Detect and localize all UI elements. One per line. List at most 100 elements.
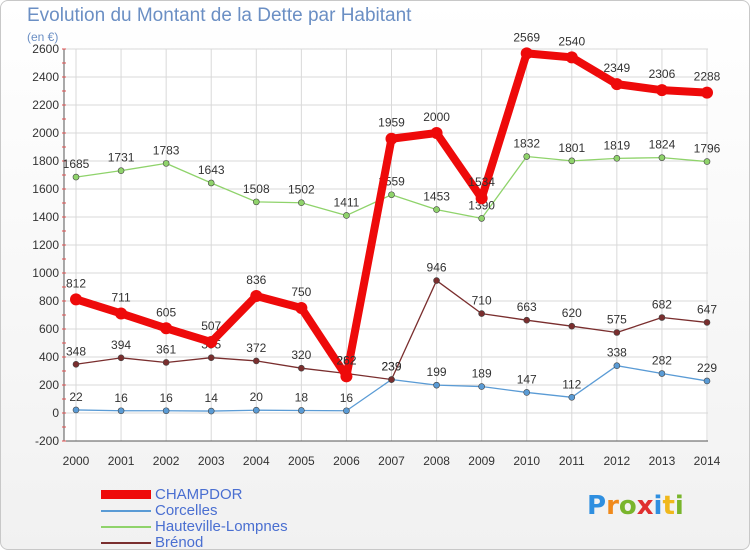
x-tick-label: 2006 xyxy=(333,454,360,468)
data-point-br-nod xyxy=(72,360,80,368)
data-point-hauteville-lompnes xyxy=(433,206,440,213)
data-label-hauteville-lompnes: 1411 xyxy=(334,195,360,209)
y-tick-label: 1600 xyxy=(32,182,59,196)
data-label-br-nod: 575 xyxy=(607,313,627,327)
y-tick-label: 1000 xyxy=(32,266,59,280)
data-point-corcelles xyxy=(298,407,305,414)
logo-letter: o xyxy=(618,491,637,521)
x-tick-label: 2010 xyxy=(513,454,540,468)
data-point-corcelles xyxy=(343,407,350,415)
logo-letter: r xyxy=(606,491,619,521)
data-point-corcelles xyxy=(478,383,485,390)
data-label-champdor: 1959 xyxy=(378,116,405,130)
data-point-champdor xyxy=(250,289,263,302)
data-label-champdor: 507 xyxy=(201,319,221,333)
data-label-champdor: 2540 xyxy=(558,34,585,48)
data-label-champdor: 2000 xyxy=(423,110,450,124)
y-tick-label: -200 xyxy=(35,434,59,448)
legend-label: Brénod xyxy=(155,534,204,550)
data-point-corcelles xyxy=(658,370,666,377)
y-tick-label: 2400 xyxy=(32,70,59,84)
data-point-br-nod xyxy=(703,319,711,326)
data-label-corcelles: 14 xyxy=(205,391,219,405)
data-point-corcelles xyxy=(252,406,260,414)
x-tick-label: 2009 xyxy=(468,454,495,468)
data-point-br-nod xyxy=(613,329,621,336)
data-point-br-nod xyxy=(298,364,305,372)
data-point-champdor xyxy=(475,192,488,205)
data-point-br-nod xyxy=(117,354,125,362)
data-point-champdor xyxy=(295,302,308,314)
data-label-corcelles: 20 xyxy=(250,390,264,404)
data-point-br-nod xyxy=(162,359,170,366)
data-point-champdor xyxy=(340,370,353,383)
legend-swatch xyxy=(101,542,151,544)
y-tick-label: 0 xyxy=(52,406,59,420)
data-point-champdor xyxy=(610,78,623,91)
x-tick-label: 2012 xyxy=(604,454,631,468)
data-label-hauteville-lompnes: 1453 xyxy=(423,190,450,204)
data-point-corcelles xyxy=(433,381,440,389)
y-tick-label: 200 xyxy=(39,378,59,392)
data-label-corcelles: 16 xyxy=(114,391,128,405)
data-point-hauteville-lompnes xyxy=(478,215,485,222)
data-label-corcelles: 229 xyxy=(697,361,717,375)
x-tick-label: 2001 xyxy=(108,454,135,468)
data-point-hauteville-lompnes xyxy=(72,173,80,181)
data-label-br-nod: 946 xyxy=(427,261,447,275)
data-label-br-nod: 682 xyxy=(652,298,672,312)
data-label-hauteville-lompnes: 1796 xyxy=(694,142,721,156)
data-point-corcelles xyxy=(703,377,711,385)
data-label-champdor: 605 xyxy=(156,305,176,319)
data-point-br-nod xyxy=(252,357,260,365)
data-label-hauteville-lompnes: 1819 xyxy=(604,138,631,152)
data-label-corcelles: 22 xyxy=(69,390,83,404)
legend-label: Corcelles xyxy=(155,502,218,519)
data-label-champdor: 2306 xyxy=(649,67,676,81)
data-label-corcelles: 199 xyxy=(427,365,447,379)
data-point-br-nod xyxy=(658,314,666,321)
data-label-br-nod: 710 xyxy=(472,294,492,308)
data-label-corcelles: 147 xyxy=(517,372,537,386)
data-point-champdor xyxy=(115,307,128,320)
data-point-hauteville-lompnes xyxy=(252,198,260,206)
x-tick-label: 2014 xyxy=(694,454,721,468)
proxiti-logo: Proxiti xyxy=(587,491,684,521)
data-label-corcelles: 16 xyxy=(340,391,354,405)
data-point-br-nod xyxy=(478,310,485,317)
data-label-champdor: 2569 xyxy=(513,30,540,44)
data-label-corcelles: 189 xyxy=(472,367,492,381)
x-tick-label: 2004 xyxy=(243,454,270,468)
y-tick-label: 600 xyxy=(39,322,59,336)
data-point-hauteville-lompnes xyxy=(568,157,576,165)
data-point-br-nod xyxy=(388,376,395,383)
y-tick-label: 400 xyxy=(39,350,59,364)
data-label-br-nod: 647 xyxy=(697,302,717,316)
data-point-hauteville-lompnes xyxy=(207,179,215,187)
data-label-hauteville-lompnes: 1508 xyxy=(243,182,270,196)
data-label-corcelles: 18 xyxy=(295,390,309,404)
data-label-br-nod: 394 xyxy=(111,338,131,352)
data-label-hauteville-lompnes: 1502 xyxy=(288,183,315,197)
y-tick-label: 1200 xyxy=(32,238,59,252)
data-point-hauteville-lompnes xyxy=(298,199,305,207)
data-point-champdor xyxy=(430,127,443,139)
data-label-corcelles: 338 xyxy=(607,346,627,360)
data-label-champdor: 262 xyxy=(336,353,356,367)
data-label-br-nod: 320 xyxy=(291,348,311,362)
logo-letter: i xyxy=(674,491,684,521)
y-tick-label: 800 xyxy=(39,294,59,308)
data-label-hauteville-lompnes: 1832 xyxy=(513,137,540,151)
data-point-hauteville-lompnes xyxy=(658,154,666,161)
data-point-hauteville-lompnes xyxy=(162,160,170,167)
data-label-br-nod: 361 xyxy=(156,342,176,356)
data-point-corcelles xyxy=(117,407,125,415)
logo-letter: P xyxy=(587,491,607,521)
data-label-hauteville-lompnes: 1824 xyxy=(649,138,676,152)
chart-title: Evolution du Montant de la Dette par Hab… xyxy=(27,5,412,26)
data-label-corcelles: 16 xyxy=(159,391,173,405)
data-point-br-nod xyxy=(523,316,531,324)
data-point-corcelles xyxy=(613,362,621,369)
